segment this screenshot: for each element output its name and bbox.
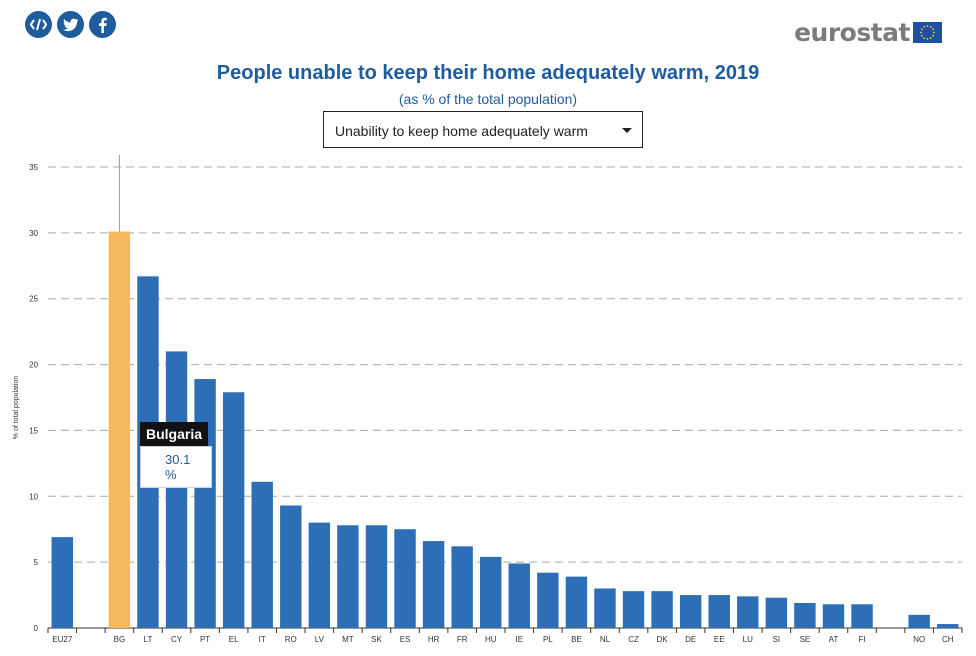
bar-de[interactable] [679, 595, 702, 628]
chart-title: People unable to keep their home adequat… [216, 62, 760, 84]
x-tick-label: SI [773, 635, 781, 644]
bar-chart: 0 5 10 15 20 25 30 35 % of total population EU27 B… [13, 155, 963, 644]
x-tick-label: PT [200, 635, 210, 644]
bar-at[interactable] [822, 604, 845, 628]
bar-pl[interactable] [537, 572, 559, 628]
x-tick-label: CH [942, 635, 954, 644]
x-tick-label: NL [600, 635, 611, 644]
bar-se[interactable] [794, 602, 816, 628]
indicator-select[interactable]: Unability to keep home adequately warm [323, 111, 643, 148]
bar-lv[interactable] [308, 522, 331, 628]
x-tick-label: FI [858, 635, 865, 644]
bar-bg[interactable] [108, 231, 131, 628]
y-tick-label: 10 [29, 492, 38, 501]
bar-be[interactable] [565, 576, 588, 628]
y-tick-label: 35 [29, 163, 38, 172]
bar-ch[interactable] [937, 624, 959, 628]
y-tick-label: 20 [29, 361, 38, 370]
x-tick-label: DK [657, 635, 669, 644]
tooltip-value: 30.1 % [140, 446, 212, 488]
y-tick-label: 0 [34, 624, 39, 633]
bar-ee[interactable] [708, 595, 730, 628]
x-tick-label: EL [229, 635, 239, 644]
x-tick-label: CZ [628, 635, 639, 644]
x-tick-label: LT [144, 635, 153, 644]
twitter-button[interactable] [57, 11, 84, 38]
embed-icon [30, 18, 47, 31]
x-tick-label: MT [342, 635, 354, 644]
x-tick-label: HR [428, 635, 440, 644]
logo-text: eurostat [794, 18, 910, 47]
bar-cz[interactable] [622, 591, 645, 628]
y-tick-label: 15 [29, 426, 38, 435]
bar-hr[interactable] [422, 541, 445, 628]
bar-ro[interactable] [280, 505, 302, 628]
eu-flag-icon [913, 22, 942, 43]
x-tick-label: IE [516, 635, 524, 644]
tooltip-country: Bulgaria [140, 422, 209, 446]
y-tick-label: 5 [34, 558, 39, 567]
x-tick-label: FR [457, 635, 468, 644]
x-tick-label: IT [259, 635, 266, 644]
facebook-icon [99, 17, 107, 33]
x-tick-label: SE [800, 635, 811, 644]
bar-lu[interactable] [737, 596, 759, 628]
bar-mt[interactable] [337, 525, 359, 628]
bar-sk[interactable] [365, 525, 388, 628]
bar-eu27[interactable] [51, 537, 73, 628]
x-tick-label: ES [400, 635, 411, 644]
x-tick-label: EU27 [52, 635, 73, 644]
bar-si[interactable] [765, 597, 788, 628]
bar-el[interactable] [222, 392, 245, 628]
x-tick-label: LV [315, 635, 325, 644]
x-tick-label: LU [743, 635, 753, 644]
bar-es[interactable] [394, 529, 416, 628]
twitter-icon [62, 18, 78, 31]
y-tick-label: 30 [29, 229, 38, 238]
x-tick-label: NO [913, 635, 925, 644]
y-tick-label: 25 [29, 295, 38, 304]
bar-fi[interactable] [851, 604, 873, 628]
bar-pt[interactable] [194, 379, 216, 628]
eurostat-logo: eurostat [794, 18, 942, 47]
x-tick-label: PL [543, 635, 553, 644]
embed-button[interactable] [25, 11, 52, 38]
bar-fr[interactable] [451, 546, 473, 628]
caret-down-icon [622, 128, 632, 133]
x-tick-label: RO [285, 635, 297, 644]
facebook-button[interactable] [89, 11, 116, 38]
x-tick-label: SK [371, 635, 382, 644]
x-tick-label: DE [685, 635, 696, 644]
x-tick-label: HU [485, 635, 497, 644]
bar-ie[interactable] [508, 563, 530, 628]
y-axis-title: % of total population [13, 376, 20, 440]
x-tick-label: EE [714, 635, 725, 644]
bar-dk[interactable] [651, 591, 673, 628]
bar-cy[interactable] [165, 351, 188, 628]
x-tick-label: BE [571, 635, 582, 644]
x-tick-label: CY [171, 635, 183, 644]
bar-tooltip: Bulgaria 30.1 % [140, 422, 212, 488]
x-tick-label: BG [114, 635, 126, 644]
bar-it[interactable] [251, 481, 273, 628]
indicator-select-value: Unability to keep home adequately warm [335, 123, 588, 139]
bar-no[interactable] [908, 614, 930, 628]
bar-hu[interactable] [480, 556, 502, 628]
chart-subtitle: (as % of the total population) [398, 91, 578, 107]
x-tick-label: AT [829, 635, 839, 644]
bar-nl[interactable] [594, 588, 616, 628]
